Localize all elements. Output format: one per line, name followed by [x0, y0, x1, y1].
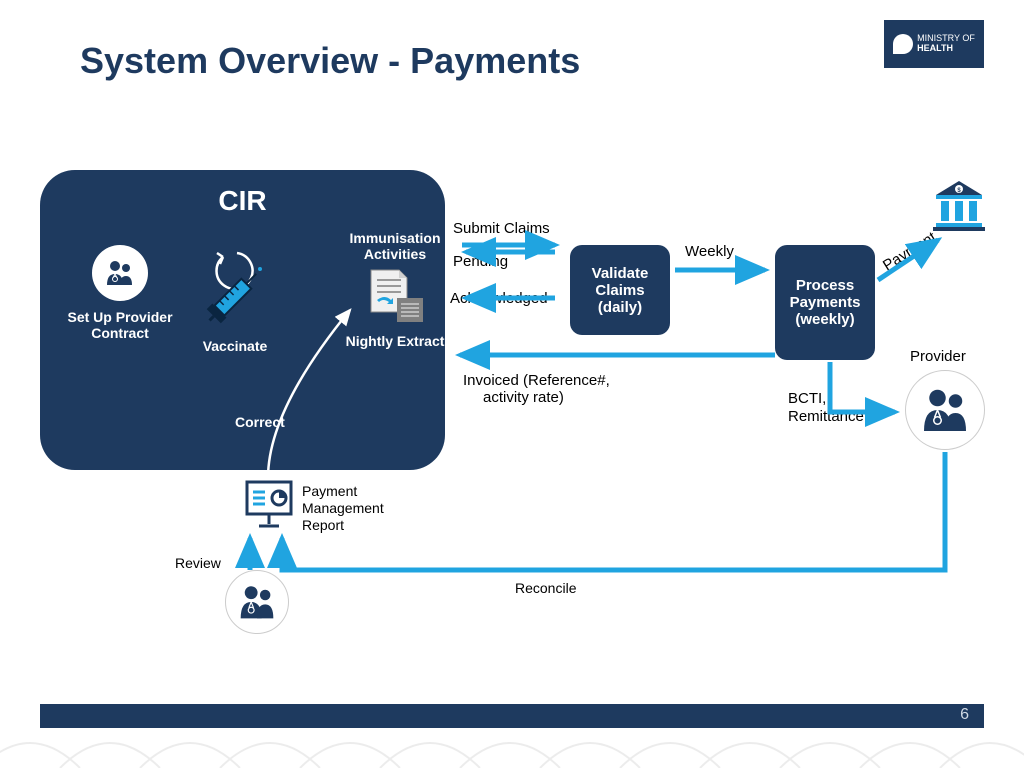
bcti-label: BCTI,Remittance [788, 390, 864, 426]
page-number: 6 [960, 706, 969, 724]
cir-vaccinate-node: Vaccinate [185, 245, 285, 354]
cir-title: CIR [40, 185, 445, 217]
provider-person-icon [905, 370, 985, 450]
provider-label: Provider [910, 348, 966, 365]
syringe-icon [195, 245, 275, 335]
review-label: Review [175, 555, 221, 571]
cir-immunisation-node: Immunisation Activities Nightly Extract [330, 230, 460, 349]
submit-claims-label: Submit Claims [453, 220, 550, 237]
validate-claims-node: Validate Claims (daily) [570, 245, 670, 335]
flag-icon [893, 34, 913, 54]
correct-label: Correct [235, 414, 285, 430]
weekly-label: Weekly [685, 243, 734, 260]
cir-provider-node: Set Up Provider Contract [60, 245, 180, 341]
invoiced-label: Invoiced (Reference#, activity rate) [463, 372, 610, 406]
process-payments-node: Process Payments (weekly) [775, 245, 875, 360]
provider-icon [92, 245, 148, 301]
page-title: System Overview - Payments [80, 40, 580, 82]
ministry-logo: MINISTRY OFHEALTH [884, 20, 984, 68]
bank-icon: $ [930, 175, 988, 238]
reviewer-person-icon [225, 570, 289, 634]
pending-label: Pending [453, 253, 508, 270]
document-icon [363, 268, 427, 326]
acknowledged-label: Acknowledged [450, 290, 548, 307]
footer-bar [40, 704, 984, 728]
report-label: PaymentManagementReport [302, 483, 384, 533]
report-icon [243, 480, 295, 530]
cir-container: CIR Set Up Provider Contract Vaccinate [40, 170, 445, 470]
reconcile-label: Reconcile [515, 580, 576, 596]
